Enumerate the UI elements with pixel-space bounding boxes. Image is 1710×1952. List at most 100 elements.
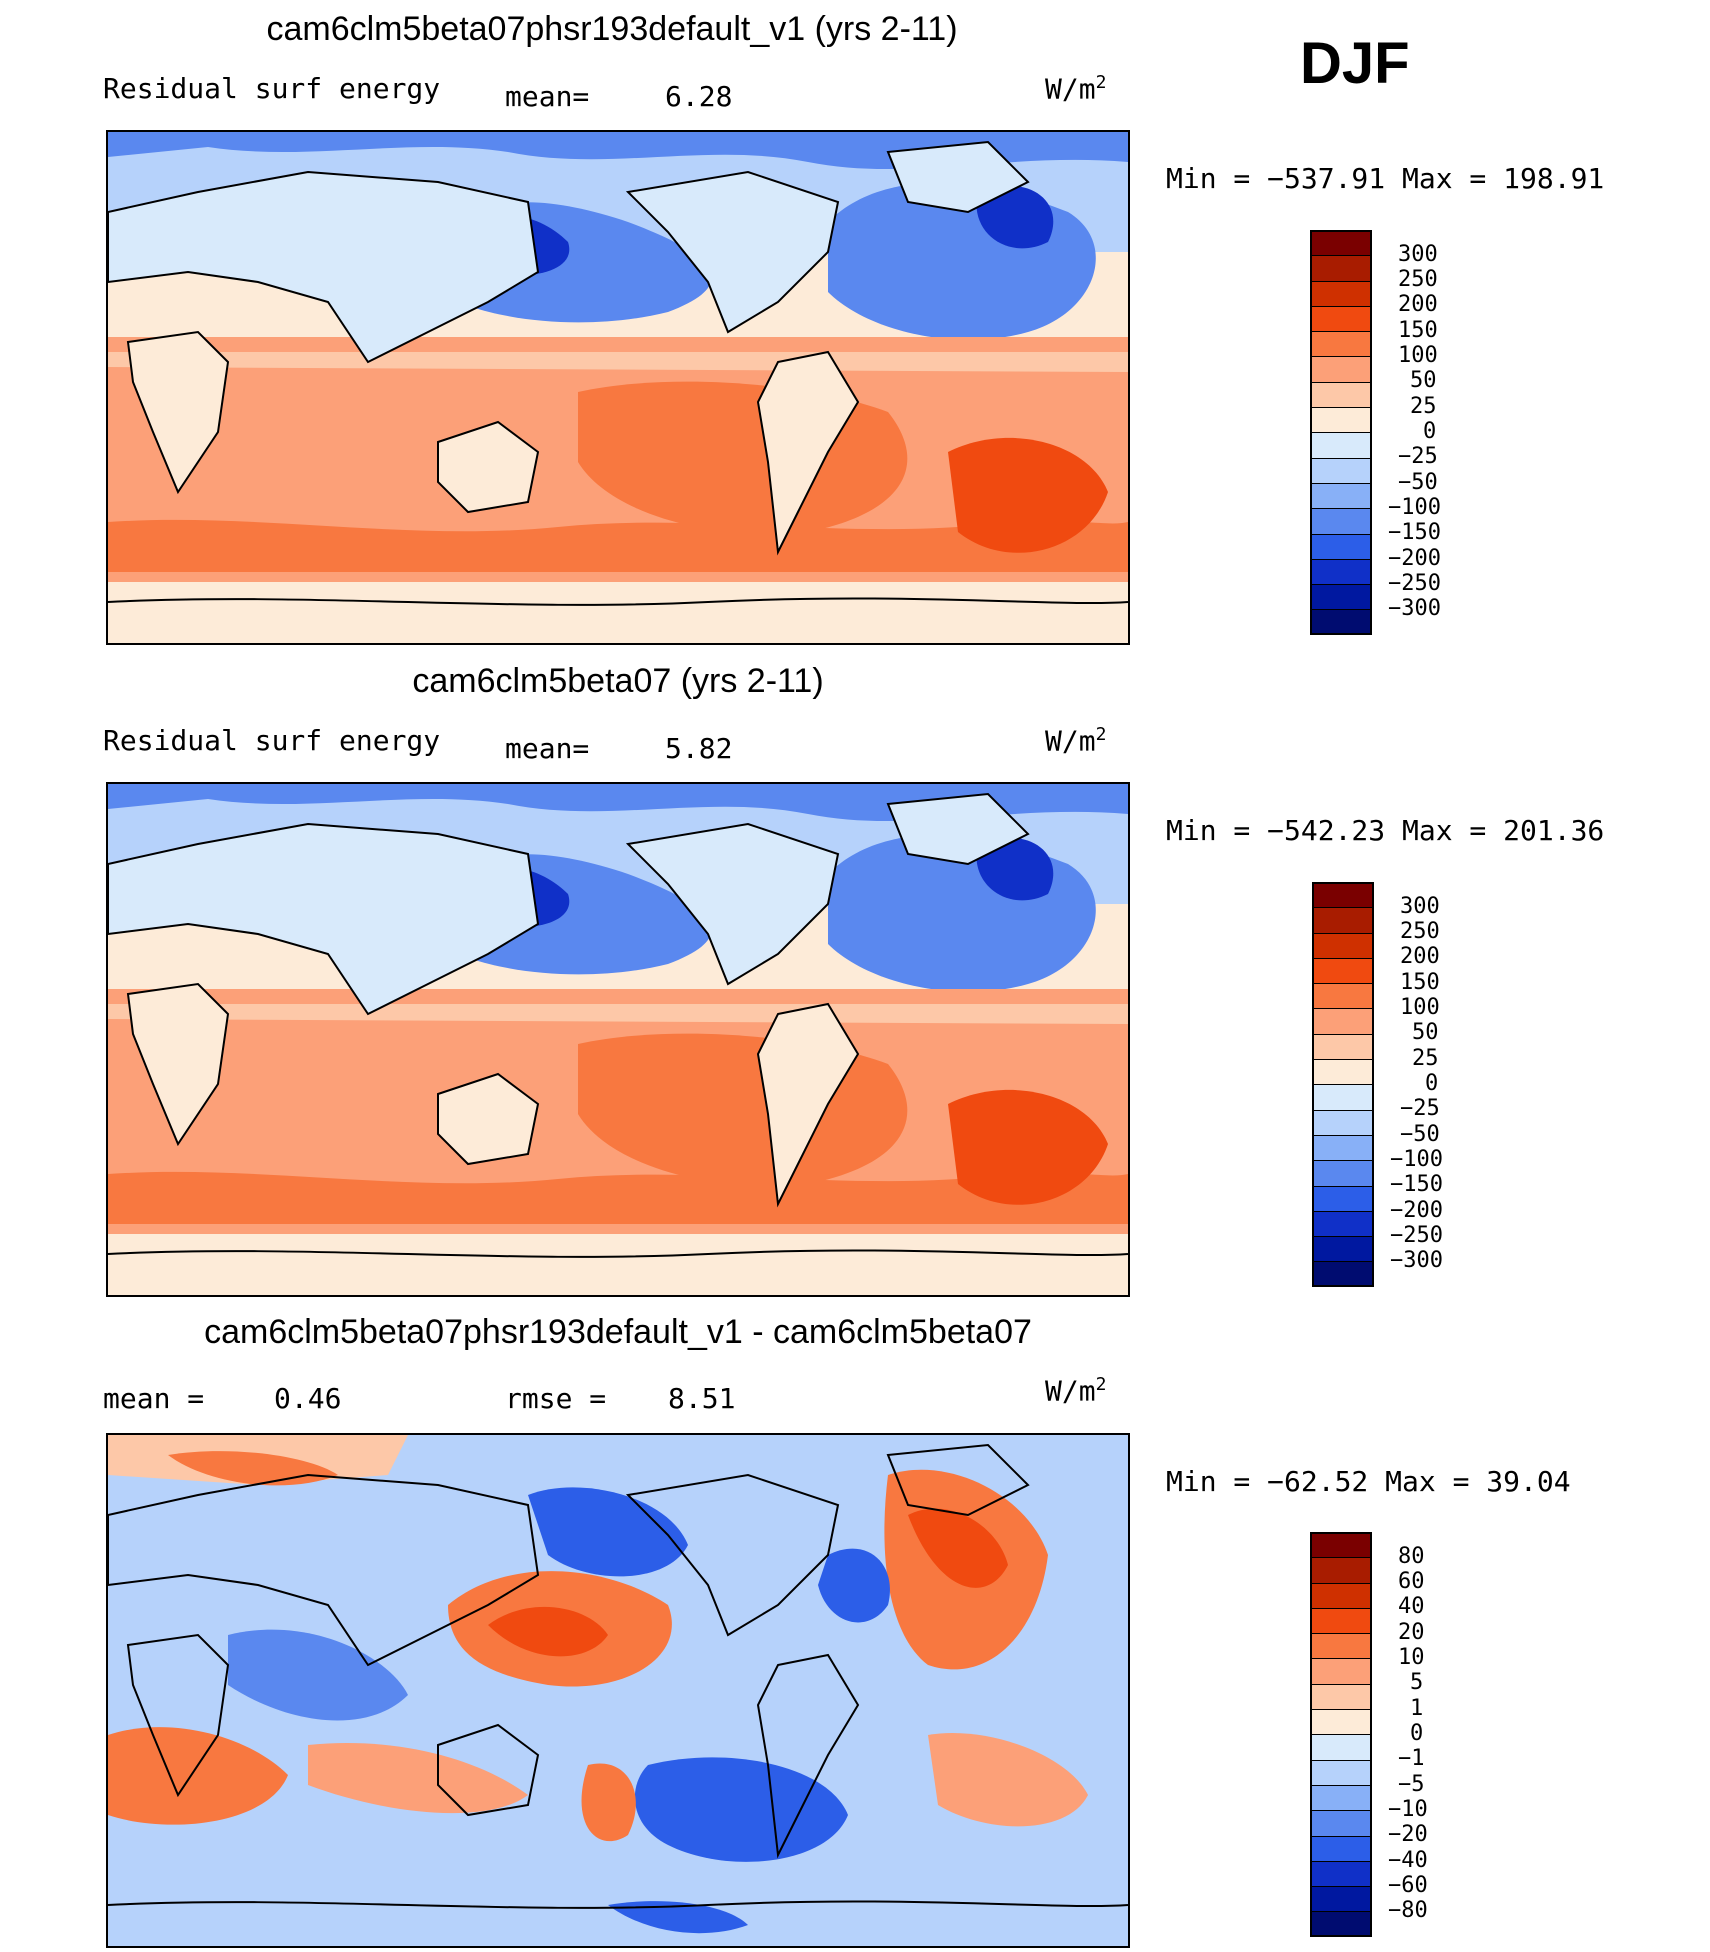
panel2-map	[106, 782, 1130, 1297]
panel3-mean-label: mean =	[103, 1382, 205, 1415]
colorbar-label: 200	[1398, 292, 1438, 317]
colorbar-swatch	[1310, 1734, 1372, 1760]
colorbar-swatch	[1310, 1532, 1372, 1558]
colorbar-swatch	[1312, 1134, 1374, 1161]
colorbar-swatch	[1312, 1210, 1374, 1237]
colorbar-swatch	[1312, 1008, 1374, 1034]
panel1-variable-label: Residual surf energy	[103, 72, 441, 105]
colorbar-swatch	[1310, 1860, 1372, 1887]
colorbar-swatch	[1310, 1835, 1372, 1861]
panel2-mean-label: mean=	[505, 732, 590, 765]
colorbar-label: −150	[1388, 520, 1441, 545]
colorbar-swatch	[1310, 280, 1372, 306]
colorbar-label: 50	[1412, 1020, 1439, 1045]
colorbar-label: 60	[1398, 1569, 1425, 1594]
panel3-units: W/m2	[1045, 1374, 1107, 1408]
colorbar-swatch	[1310, 331, 1372, 357]
panel1-mean-label: mean=	[505, 80, 590, 113]
colorbar-swatch	[1312, 1185, 1374, 1211]
colorbar-label: −250	[1388, 571, 1441, 596]
colorbar-swatch	[1312, 907, 1374, 933]
colorbar-label: 0	[1423, 419, 1437, 444]
colorbar-swatch	[1312, 1059, 1374, 1085]
panel2-title: cam6clm5beta07 (yrs 2-11)	[412, 662, 824, 700]
colorbar-label: 80	[1398, 1544, 1425, 1569]
panel3-rmse-value: 8.51	[668, 1382, 736, 1415]
colorbar-label: 300	[1400, 894, 1440, 919]
panel1-title: cam6clm5beta07phsr193default_v1 (yrs 2-1…	[266, 10, 958, 48]
colorbar-label: 20	[1398, 1620, 1425, 1645]
colorbar-label: −1	[1398, 1746, 1425, 1771]
colorbar-swatch	[1312, 882, 1374, 908]
colorbar-swatch	[1312, 1236, 1374, 1262]
colorbar-label: 150	[1398, 318, 1438, 343]
colorbar-label: −80	[1388, 1898, 1428, 1923]
panel3-title: cam6clm5beta07phsr193default_v1 - cam6cl…	[204, 1313, 1032, 1351]
colorbar-label: 5	[1410, 1670, 1424, 1695]
colorbar-swatch	[1310, 381, 1372, 408]
colorbar-swatch	[1310, 558, 1372, 585]
colorbar-swatch	[1310, 1759, 1372, 1785]
colorbar-swatch	[1310, 508, 1372, 534]
panel1-colorbar	[1310, 230, 1372, 635]
colorbar-swatch	[1310, 1633, 1372, 1659]
colorbar-swatch	[1310, 482, 1372, 509]
colorbar-swatch	[1312, 983, 1374, 1009]
colorbar-label: −300	[1388, 596, 1441, 621]
panel1-map	[106, 130, 1130, 645]
panel3-mean-value: 0.46	[274, 1382, 342, 1415]
colorbar-swatch	[1310, 1886, 1372, 1912]
colorbar-label: −20	[1388, 1822, 1428, 1847]
panel3-colorbar	[1310, 1532, 1372, 1937]
colorbar-swatch	[1312, 1261, 1374, 1287]
colorbar-swatch	[1310, 1683, 1372, 1710]
colorbar-label: −200	[1390, 1198, 1443, 1223]
colorbar-label: 40	[1398, 1594, 1425, 1619]
panel2-units: W/m2	[1045, 724, 1107, 758]
panel2-minmax: Min = −542.23 Max = 201.36	[1166, 814, 1605, 847]
colorbar-label: −200	[1388, 546, 1441, 571]
colorbar-label: −25	[1398, 444, 1438, 469]
colorbar-swatch	[1312, 1109, 1374, 1135]
colorbar-label: 100	[1400, 995, 1440, 1020]
colorbar-swatch	[1310, 609, 1372, 635]
colorbar-label: 1	[1410, 1696, 1424, 1721]
colorbar-label: −5	[1398, 1772, 1425, 1797]
season-label: DJF	[1300, 31, 1410, 96]
colorbar-label: 250	[1400, 919, 1440, 944]
colorbar-swatch	[1310, 584, 1372, 610]
panel1-mean-value: 6.28	[665, 80, 733, 113]
colorbar-label: 50	[1410, 368, 1437, 393]
colorbar-swatch	[1310, 230, 1372, 256]
colorbar-label: 300	[1398, 242, 1438, 267]
colorbar-swatch	[1312, 932, 1374, 958]
panel2-mean-value: 5.82	[665, 732, 733, 765]
colorbar-swatch	[1310, 1582, 1372, 1608]
colorbar-label: −25	[1400, 1096, 1440, 1121]
colorbar-label: −50	[1400, 1122, 1440, 1147]
panel3-minmax: Min = −62.52 Max = 39.04	[1166, 1465, 1571, 1498]
colorbar-swatch	[1310, 1911, 1372, 1937]
colorbar-swatch	[1310, 457, 1372, 483]
colorbar-swatch	[1310, 1784, 1372, 1811]
colorbar-label: 200	[1400, 944, 1440, 969]
colorbar-label: 150	[1400, 970, 1440, 995]
colorbar-swatch	[1312, 1033, 1374, 1060]
panel3-rmse-label: rmse =	[505, 1382, 607, 1415]
panel2-variable-label: Residual surf energy	[103, 724, 441, 757]
colorbar-swatch	[1310, 407, 1372, 433]
panel3-map	[106, 1433, 1130, 1948]
colorbar-swatch	[1310, 432, 1372, 458]
colorbar-label: 100	[1398, 343, 1438, 368]
colorbar-swatch	[1310, 1810, 1372, 1836]
colorbar-label: 0	[1410, 1721, 1424, 1746]
colorbar-swatch	[1312, 1084, 1374, 1110]
colorbar-label: −150	[1390, 1172, 1443, 1197]
colorbar-label: 0	[1425, 1071, 1439, 1096]
colorbar-swatch	[1310, 1709, 1372, 1735]
colorbar-swatch	[1310, 356, 1372, 382]
colorbar-swatch	[1312, 957, 1374, 984]
colorbar-label: 250	[1398, 267, 1438, 292]
colorbar-swatch	[1310, 1658, 1372, 1684]
colorbar-label: −40	[1388, 1848, 1428, 1873]
